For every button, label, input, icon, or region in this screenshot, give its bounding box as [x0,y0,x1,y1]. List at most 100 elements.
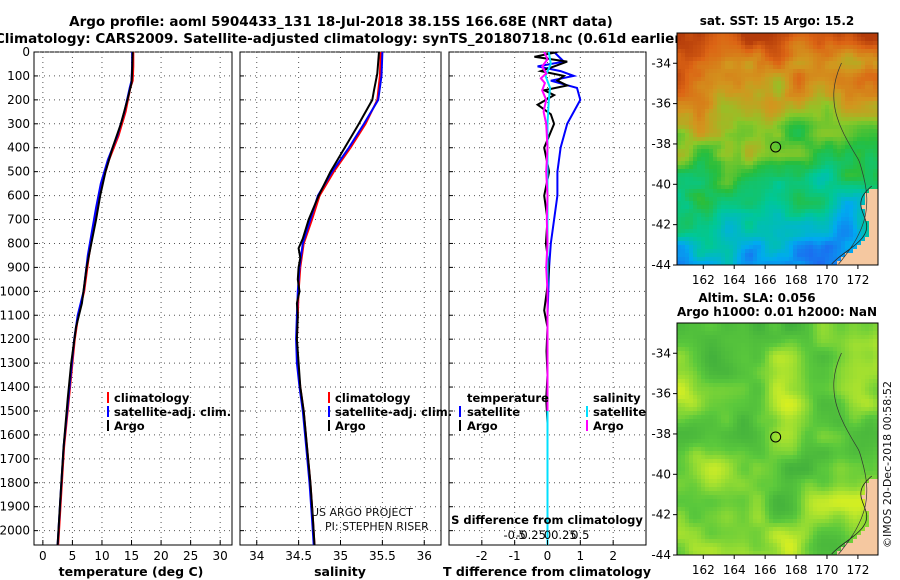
map-cell [829,93,834,98]
map-cell [713,395,718,400]
map-cell [809,327,814,332]
map-cell [861,407,866,412]
map-cell [725,391,730,396]
map-cell [689,359,694,364]
map-cell [837,391,842,396]
map-cell [737,347,742,352]
map-cell [729,439,734,444]
map-cell [861,225,866,230]
map-cell [869,327,874,332]
map-cell [785,439,790,444]
map-cell [725,257,730,262]
map-cell [765,327,770,332]
map-cell [737,229,742,234]
map-cell [749,351,754,356]
map-cell [681,77,686,82]
map-cell [769,137,774,142]
map-cell [829,343,834,348]
map-cell [837,253,842,258]
map-cell [741,323,746,328]
map-cell [837,225,842,230]
map-cell [761,431,766,436]
map-cell [685,117,690,122]
map-cell [853,173,858,178]
map-cell [729,197,734,202]
map-cell [861,431,866,436]
map-cell [801,113,806,118]
map-cell [861,89,866,94]
map-cell [873,415,878,420]
map-cell [837,57,842,62]
map-cell [753,379,758,384]
map-cell [737,439,742,444]
legend-label-t-satellite: satellite [467,405,520,419]
map-cell [781,375,786,380]
map-cell [817,435,822,440]
map-cell [849,443,854,448]
map-cell [861,233,866,238]
map-cell [741,137,746,142]
map-cell [869,431,874,436]
map-cell [797,101,802,106]
map-cell [725,53,730,58]
map-cell [749,327,754,332]
map-cell [821,77,826,82]
map-cell [829,217,834,222]
map-cell [721,249,726,254]
map-cell [717,327,722,332]
map-cell [781,419,786,424]
map-cell [689,363,694,368]
map-cell [689,173,694,178]
map-cell [801,221,806,226]
map-cell [785,415,790,420]
map-cell [769,363,774,368]
map-cell [797,77,802,82]
map-cell [809,411,814,416]
map-cell [841,363,846,368]
map-cell [733,173,738,178]
map-cell [765,193,770,198]
map-cell [749,89,754,94]
map-cell [721,383,726,388]
map-cell [813,97,818,102]
map-cell [785,145,790,150]
map-cell [689,61,694,66]
map-cell [869,455,874,460]
map-cell [769,347,774,352]
map-cell [761,77,766,82]
map-cell [729,249,734,254]
map-cell [741,189,746,194]
map-cell [685,49,690,54]
map-cell [849,383,854,388]
map-cell [781,209,786,214]
map-cell [713,351,718,356]
map-cell [701,419,706,424]
map-cell [733,407,738,412]
map-cell [797,161,802,166]
map-cell [693,331,698,336]
map-cell [697,395,702,400]
map-cell [685,343,690,348]
map-cell [685,37,690,42]
map-cell [805,169,810,174]
map-cell [745,201,750,206]
map-cell [769,379,774,384]
map-cell [749,383,754,388]
depth-tick-label: 900 [7,260,30,274]
map-cell [717,331,722,336]
series-line-argo [56,52,134,545]
map-cell [733,367,738,372]
map-cell [725,225,730,230]
map-cell [757,149,762,154]
map-cell [821,455,826,460]
map-cell [741,451,746,456]
map-cell [761,193,766,198]
map-cell [833,411,838,416]
map-cell [785,53,790,58]
map-cell [837,177,842,182]
map-cell [685,363,690,368]
map-cell [809,419,814,424]
map-cell [681,129,686,134]
map-cell [677,403,682,408]
map-cell [777,189,782,194]
